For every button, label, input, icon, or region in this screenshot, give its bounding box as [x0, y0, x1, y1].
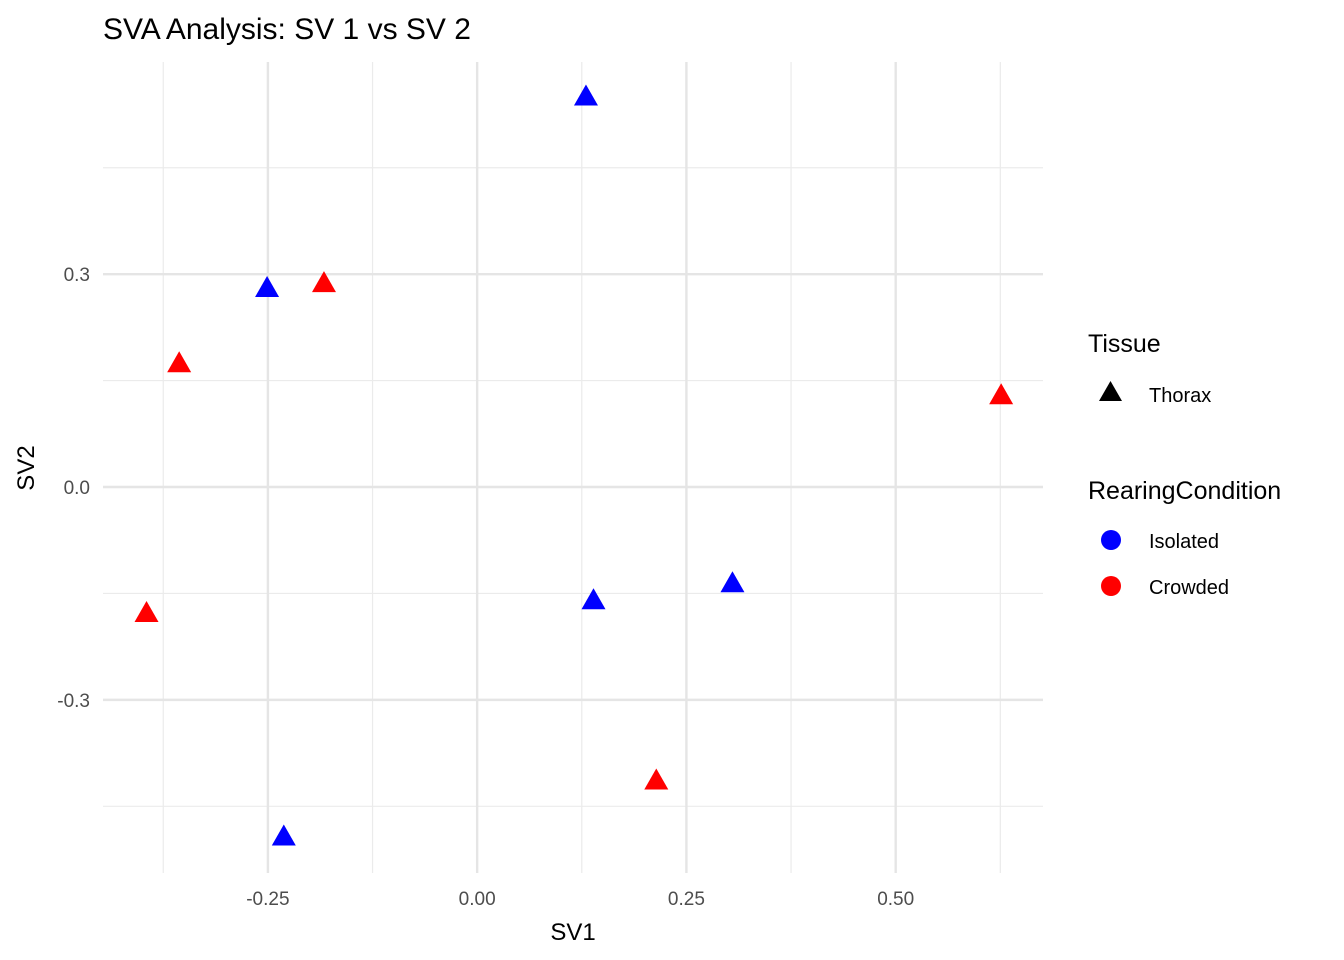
legend: Tissue Thorax RearingCondition Isolated … [1088, 330, 1281, 599]
legend-crowded-icon [1101, 576, 1121, 596]
tick-labels: -0.25 0.00 0.25 0.50 -0.3 0.0 0.3 [57, 265, 914, 910]
y-tick-label: -0.3 [57, 691, 90, 712]
x-tick-label: 0.50 [877, 889, 914, 910]
x-tick-label: -0.25 [246, 889, 289, 910]
legend-title-rearing: RearingCondition [1088, 477, 1281, 505]
data-point-crowded [644, 768, 669, 790]
legend-isolated-icon [1101, 530, 1121, 550]
legend-label-isolated: Isolated [1149, 531, 1219, 553]
data-point-isolated [581, 588, 606, 610]
data-point-isolated [573, 84, 598, 106]
data-point-crowded [167, 351, 192, 373]
major-gridlines [103, 62, 1043, 873]
legend-label-thorax: Thorax [1149, 385, 1211, 407]
legend-triangle-icon [1099, 381, 1122, 401]
data-points [134, 84, 1014, 846]
legend-title-tissue: Tissue [1088, 330, 1161, 358]
x-axis-label: SV1 [550, 919, 595, 946]
x-tick-label: 0.00 [459, 889, 496, 910]
y-tick-label: 0.3 [64, 265, 90, 286]
y-tick-label: 0.0 [64, 478, 90, 499]
y-axis-label: SV2 [13, 445, 40, 490]
data-point-isolated [271, 824, 296, 846]
minor-gridlines [103, 62, 1043, 873]
data-point-isolated [255, 276, 280, 298]
data-point-crowded [989, 383, 1014, 405]
legend-label-crowded: Crowded [1149, 577, 1229, 599]
data-point-isolated [720, 571, 745, 593]
data-point-crowded [134, 601, 159, 623]
x-tick-label: 0.25 [668, 889, 705, 910]
data-point-crowded [311, 271, 336, 293]
chart-title: SVA Analysis: SV 1 vs SV 2 [103, 13, 471, 46]
